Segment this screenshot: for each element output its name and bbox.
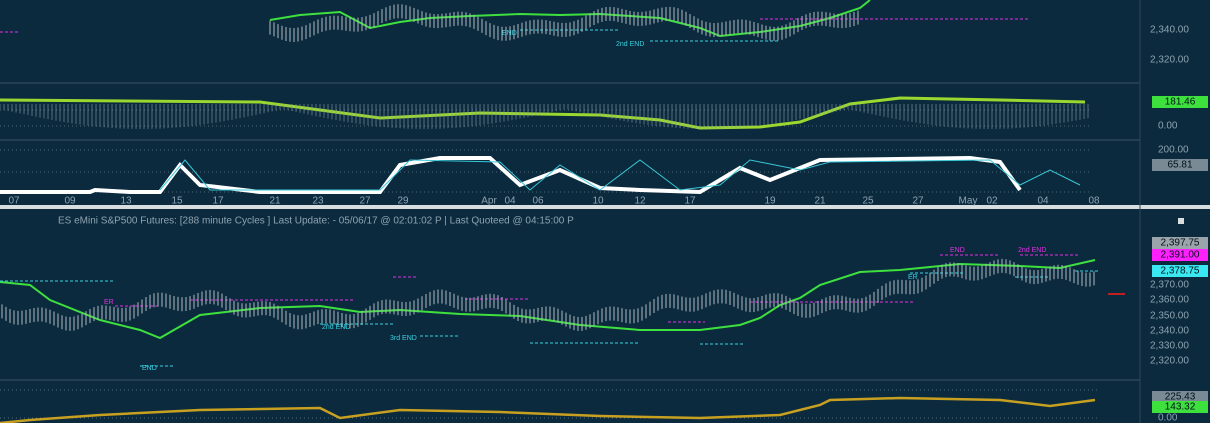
label: 06 bbox=[532, 196, 544, 207]
label: 2,350.00 bbox=[1150, 311, 1189, 322]
label: May bbox=[959, 196, 978, 207]
label: 09 bbox=[64, 196, 76, 207]
label: 2,330.00 bbox=[1150, 341, 1189, 352]
label: 2,397.75 bbox=[1161, 238, 1200, 249]
label: END bbox=[502, 30, 517, 37]
price-badge bbox=[1152, 401, 1208, 413]
price-badge bbox=[1152, 96, 1208, 108]
label: 0.00 bbox=[1158, 121, 1178, 132]
price-badge bbox=[1152, 237, 1208, 249]
label: 2,340.00 bbox=[1150, 326, 1189, 337]
label: 13 bbox=[120, 196, 132, 207]
label: 2nd END bbox=[616, 41, 644, 48]
label: 19 bbox=[764, 196, 776, 207]
dotted-levels bbox=[0, 109, 1100, 419]
cycle-line bbox=[269, 0, 871, 38]
price-badge bbox=[1152, 391, 1208, 403]
label: 65.81 bbox=[1167, 160, 1192, 171]
label: 2,370.00 bbox=[1150, 280, 1189, 291]
price-badge bbox=[1152, 249, 1208, 261]
label: 143.32 bbox=[1165, 402, 1196, 413]
label: 181.46 bbox=[1165, 97, 1196, 108]
label: 225.43 bbox=[1165, 392, 1196, 403]
label: 27 bbox=[359, 196, 371, 207]
label: ER bbox=[104, 299, 114, 306]
label: 12 bbox=[634, 196, 646, 207]
cycle-band bbox=[0, 155, 1022, 195]
window-button[interactable] bbox=[1178, 218, 1184, 224]
label: 04 bbox=[504, 196, 516, 207]
window-separator bbox=[0, 205, 1210, 209]
label: 2nd END bbox=[1018, 247, 1046, 254]
label: END bbox=[142, 365, 157, 372]
label: 2,360.00 bbox=[1150, 295, 1189, 306]
label: 21 bbox=[269, 196, 281, 207]
cycle-line bbox=[0, 259, 1096, 340]
label: 2,391.00 bbox=[1161, 250, 1200, 261]
cycle-band bbox=[159, 159, 1081, 191]
label: 29 bbox=[397, 196, 409, 207]
label: 17 bbox=[212, 196, 224, 207]
label: 2,320.00 bbox=[1150, 356, 1189, 367]
label: 21 bbox=[814, 196, 826, 207]
label: END bbox=[950, 247, 965, 254]
label: 10 bbox=[592, 196, 604, 207]
label: 23 bbox=[312, 196, 324, 207]
price-bars bbox=[0, 4, 1095, 331]
label: 02 bbox=[986, 196, 998, 207]
label: 0.00 bbox=[1158, 413, 1178, 423]
label: ER bbox=[908, 274, 918, 281]
label: 2,378.75 bbox=[1161, 266, 1200, 277]
label: 08 bbox=[1088, 196, 1100, 207]
label: 25 bbox=[862, 196, 874, 207]
label: 04 bbox=[1037, 196, 1049, 207]
label: 2,340.00 bbox=[1150, 25, 1189, 36]
label: 2,320.00 bbox=[1150, 55, 1189, 66]
label: Apr bbox=[481, 196, 497, 207]
price-badge bbox=[1152, 265, 1208, 277]
label: 17 bbox=[684, 196, 696, 207]
label: 200.00 bbox=[1158, 145, 1189, 156]
label: 3rd END bbox=[390, 335, 417, 342]
label: 07 bbox=[8, 196, 20, 207]
label: ES eMini S&P500 Futures: [288 minute Cyc… bbox=[58, 216, 574, 227]
price-badge bbox=[1152, 159, 1208, 171]
label: 15 bbox=[171, 196, 183, 207]
label: 2nd END bbox=[322, 324, 350, 331]
indicator-line bbox=[0, 396, 1096, 423]
label: 27 bbox=[912, 196, 924, 207]
